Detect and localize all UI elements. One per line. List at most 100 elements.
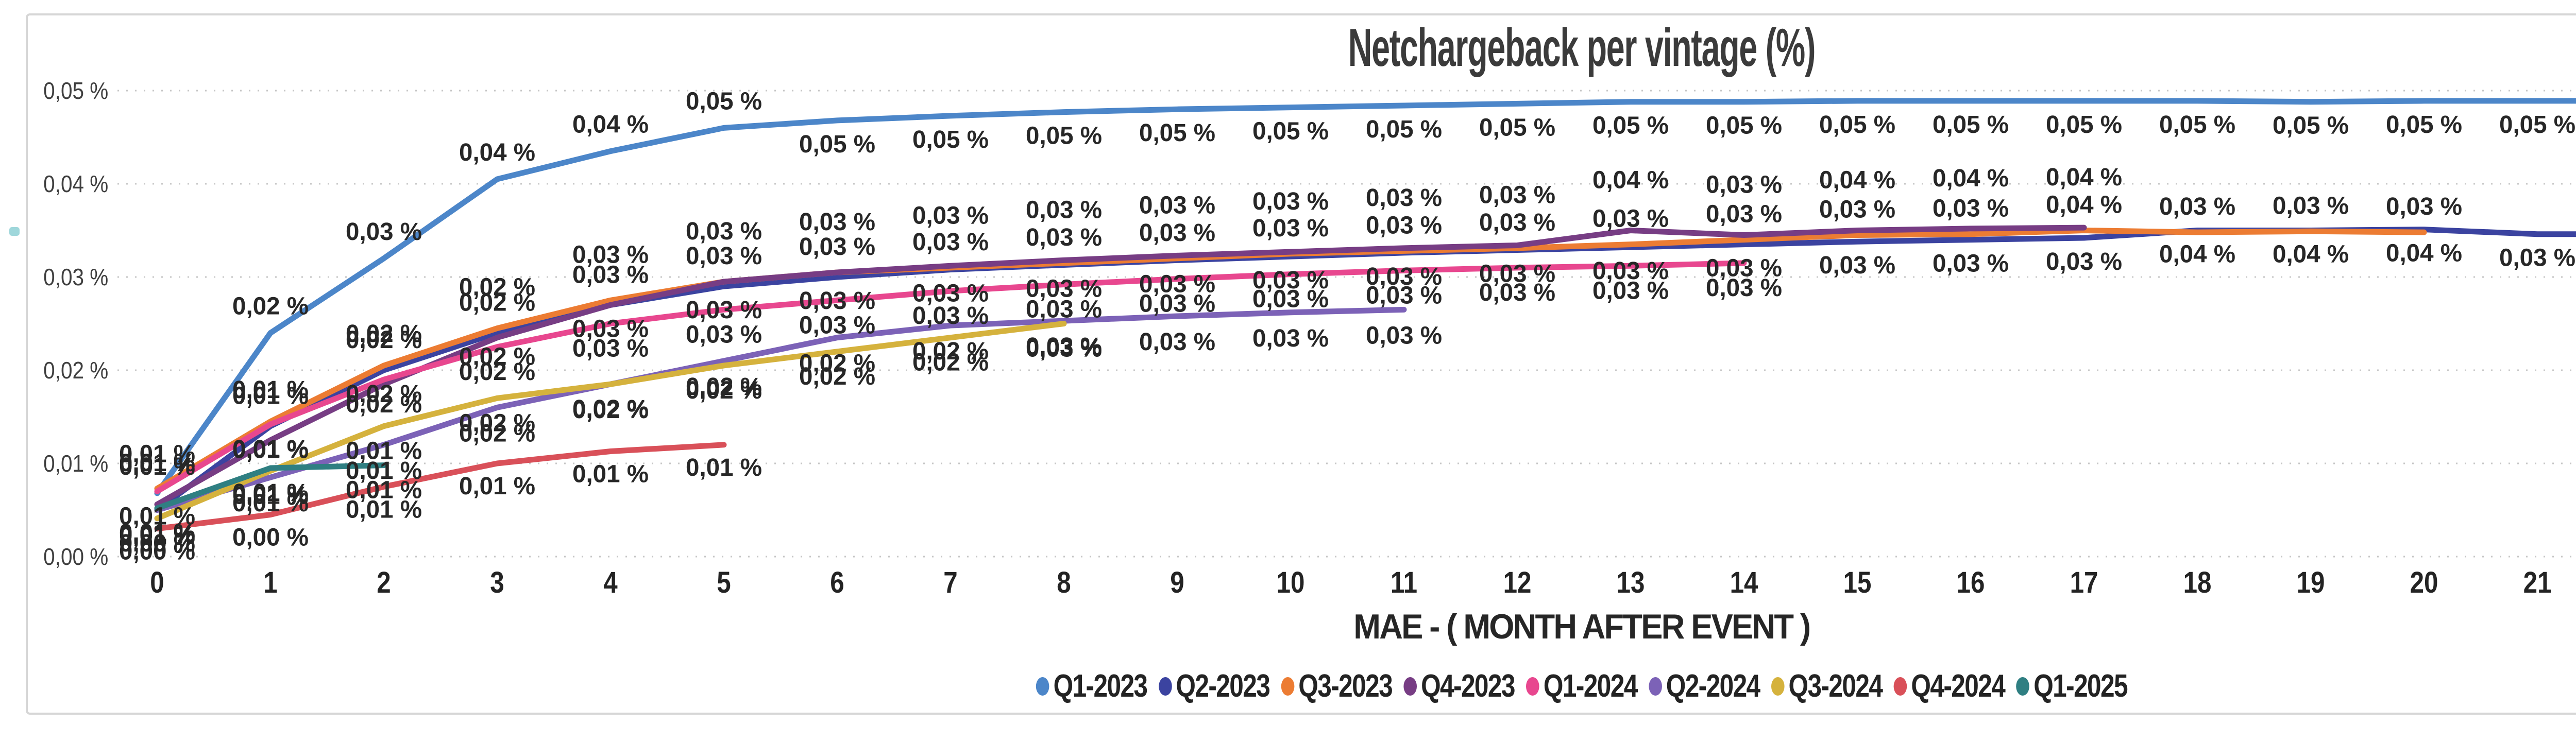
- data-label-q2-2024-m5: 0,02 %: [686, 373, 762, 401]
- data-label-q2-2023-m4: 0,03 %: [572, 315, 649, 342]
- x-tick-text: 16: [1956, 566, 1985, 599]
- data-label-q4-2023-m5: 0,03 %: [686, 218, 762, 245]
- data-label-q1-2024-m13: 0,03 %: [1592, 277, 1669, 304]
- data-label-q3-2024-m1: 0,01 %: [232, 482, 309, 509]
- data-label-q4-2023-m2: 0,02 %: [346, 320, 422, 348]
- legend-item-q3-2024[interactable]: Q3-2024: [1771, 668, 1883, 704]
- series-line-q3-2024[interactable]: [154, 321, 1067, 522]
- series-line-q2-2024[interactable]: [154, 306, 1407, 513]
- data-label-q1-2023-m14: 0,05 %: [1706, 112, 1782, 140]
- series-line-q1-2025[interactable]: [154, 462, 387, 511]
- data-label-q1-2024-m0: 0,01 %: [119, 503, 195, 530]
- y-tick-label-2: 0,02 %: [21, 356, 108, 384]
- x-tick-text: 4: [603, 566, 618, 599]
- x-tick-label-5: 5: [717, 565, 740, 600]
- data-label-q1-2023-m21: 0,05 %: [2499, 111, 2575, 139]
- data-label-q1-2024-m3: 0,02 %: [459, 358, 535, 386]
- x-tick-label-14: 14: [1730, 565, 1777, 600]
- legend-item-q1-2023[interactable]: Q1-2023: [1036, 668, 1148, 704]
- data-label-q2-2024-m8: 0,03 %: [1026, 333, 1102, 360]
- legend-item-q1-2025[interactable]: Q1-2025: [2016, 668, 2128, 704]
- data-label-q2-2023-m12: 0,03 %: [1479, 261, 1555, 288]
- data-label-q2-2023-m20: 0,04 %: [2386, 240, 2462, 267]
- data-label-q3-2023-m14: 0,03 %: [1706, 201, 1782, 228]
- data-label-q1-2023-m2: 0,03 %: [346, 218, 422, 246]
- x-tick-text: 6: [830, 566, 844, 599]
- legend-dot-q2-2024: [1649, 677, 1662, 696]
- data-label-q1-2023-m7: 0,05 %: [912, 126, 989, 153]
- x-tick-label-8: 8: [1057, 565, 1080, 600]
- y-tick-text: 0,03 %: [43, 264, 108, 290]
- data-label-q1-2024-m11: 0,03 %: [1366, 282, 1442, 309]
- data-label-q2-2024-m0: 0,01 %: [119, 523, 195, 550]
- legend-label-q3-2024: Q3-2024: [1788, 668, 1883, 704]
- x-tick-label-4: 4: [603, 565, 627, 600]
- legend-item-q3-2023[interactable]: Q3-2023: [1281, 668, 1393, 704]
- data-label-q2-2023-m8: 0,03 %: [1026, 275, 1102, 302]
- series-line-q1-2024[interactable]: [154, 260, 1747, 494]
- data-label-q4-2023-m4: 0,03 %: [572, 241, 649, 268]
- data-label-q3-2024-m5: 0,02 %: [686, 377, 762, 404]
- data-label-q4-2023-m15: 0,04 %: [1819, 167, 1895, 194]
- series-line-q4-2023[interactable]: [154, 224, 2087, 508]
- data-label-q1-2024-m12: 0,03 %: [1479, 279, 1555, 306]
- data-label-q2-2024-m11: 0,03 %: [1366, 322, 1442, 349]
- legend-item-q1-2024[interactable]: Q1-2024: [1526, 668, 1638, 704]
- data-label-q2-2023-m17: 0,03 %: [2046, 248, 2122, 275]
- data-label-q3-2023-m7: 0,03 %: [912, 229, 989, 256]
- x-tick-label-1: 1: [263, 565, 287, 600]
- y-tick-label-0: 0,00 %: [21, 543, 108, 571]
- data-label-q3-2023-m18: 0,03 %: [2159, 193, 2235, 220]
- x-tick-text: 12: [1503, 566, 1532, 599]
- x-tick-label-16: 16: [1957, 565, 2004, 600]
- x-tick-text: 7: [943, 566, 958, 599]
- x-tick-text: 1: [263, 566, 278, 599]
- data-label-q2-2023-m1: 0,01 %: [232, 437, 309, 464]
- data-label-q1-2024-m9: 0,03 %: [1139, 290, 1215, 318]
- data-label-q3-2023-m4: 0,03 %: [572, 261, 649, 288]
- data-label-q2-2023-m0: 0,01 %: [119, 521, 195, 548]
- data-label-q3-2023-m6: 0,03 %: [799, 233, 875, 261]
- legend-item-q2-2024[interactable]: Q2-2024: [1649, 668, 1760, 704]
- y-tick-label-3: 0,03 %: [21, 263, 108, 291]
- data-label-q2-2023-m7: 0,03 %: [912, 280, 989, 307]
- data-label-q2-2024-m10: 0,03 %: [1252, 325, 1329, 352]
- data-label-q1-2023-m16: 0,05 %: [1933, 111, 2009, 139]
- legend-label-q1-2024: Q1-2024: [1543, 668, 1638, 704]
- y-tick-label-5: 0,05 %: [21, 77, 108, 105]
- data-label-q2-2024-m9: 0,03 %: [1139, 329, 1215, 356]
- y-tick-text: 0,02 %: [43, 357, 108, 384]
- x-tick-text: 19: [2296, 566, 2325, 599]
- x-tick-text: 5: [717, 566, 731, 599]
- data-label-q2-2023-m5: 0,03 %: [686, 297, 762, 324]
- data-label-q1-2024-m1: 0,01 %: [232, 436, 309, 463]
- legend-item-q4-2024[interactable]: Q4-2024: [1893, 668, 2006, 704]
- data-label-q2-2023-m14: 0,03 %: [1706, 255, 1782, 282]
- data-label-q1-2023-m5: 0,05 %: [686, 88, 762, 115]
- legend-label-q3-2023: Q3-2023: [1298, 668, 1393, 704]
- x-tick-text: 10: [1276, 566, 1305, 599]
- data-label-q1-2023-m15: 0,05 %: [1819, 111, 1895, 139]
- data-label-q3-2024-m4: 0,02 %: [572, 395, 649, 423]
- data-label-q2-2023-m19: 0,04 %: [2273, 241, 2349, 268]
- series-line-q4-2024[interactable]: [154, 442, 727, 532]
- data-label-q1-2023-m11: 0,05 %: [1366, 116, 1442, 143]
- data-label-q3-2023-m17: 0,04 %: [2046, 192, 2122, 219]
- data-label-q4-2024-m0: 0,00 %: [119, 538, 195, 565]
- x-tick-label-9: 9: [1170, 565, 1194, 600]
- data-label-q4-2024-m5: 0,01 %: [686, 454, 762, 481]
- legend-label-q1-2025: Q1-2025: [2033, 668, 2128, 704]
- legend-item-q4-2023[interactable]: Q4-2023: [1403, 668, 1515, 704]
- legend-dot-q3-2023: [1281, 677, 1295, 696]
- data-label-q1-2024-m7: 0,03 %: [912, 302, 989, 330]
- data-label-q3-2024-m3: 0,02 %: [459, 409, 535, 437]
- series-line-q1-2023[interactable]: [154, 98, 2576, 496]
- legend-item-q2-2023[interactable]: Q2-2023: [1158, 668, 1270, 704]
- data-label-q3-2024-m8: 0,03 %: [1026, 335, 1102, 362]
- x-tick-label-2: 2: [377, 565, 400, 600]
- y-tick-text: 0,01 %: [43, 450, 108, 477]
- legend-label-q2-2024: Q2-2024: [1666, 668, 1760, 704]
- y-tick-label-4: 0,04 %: [21, 170, 108, 198]
